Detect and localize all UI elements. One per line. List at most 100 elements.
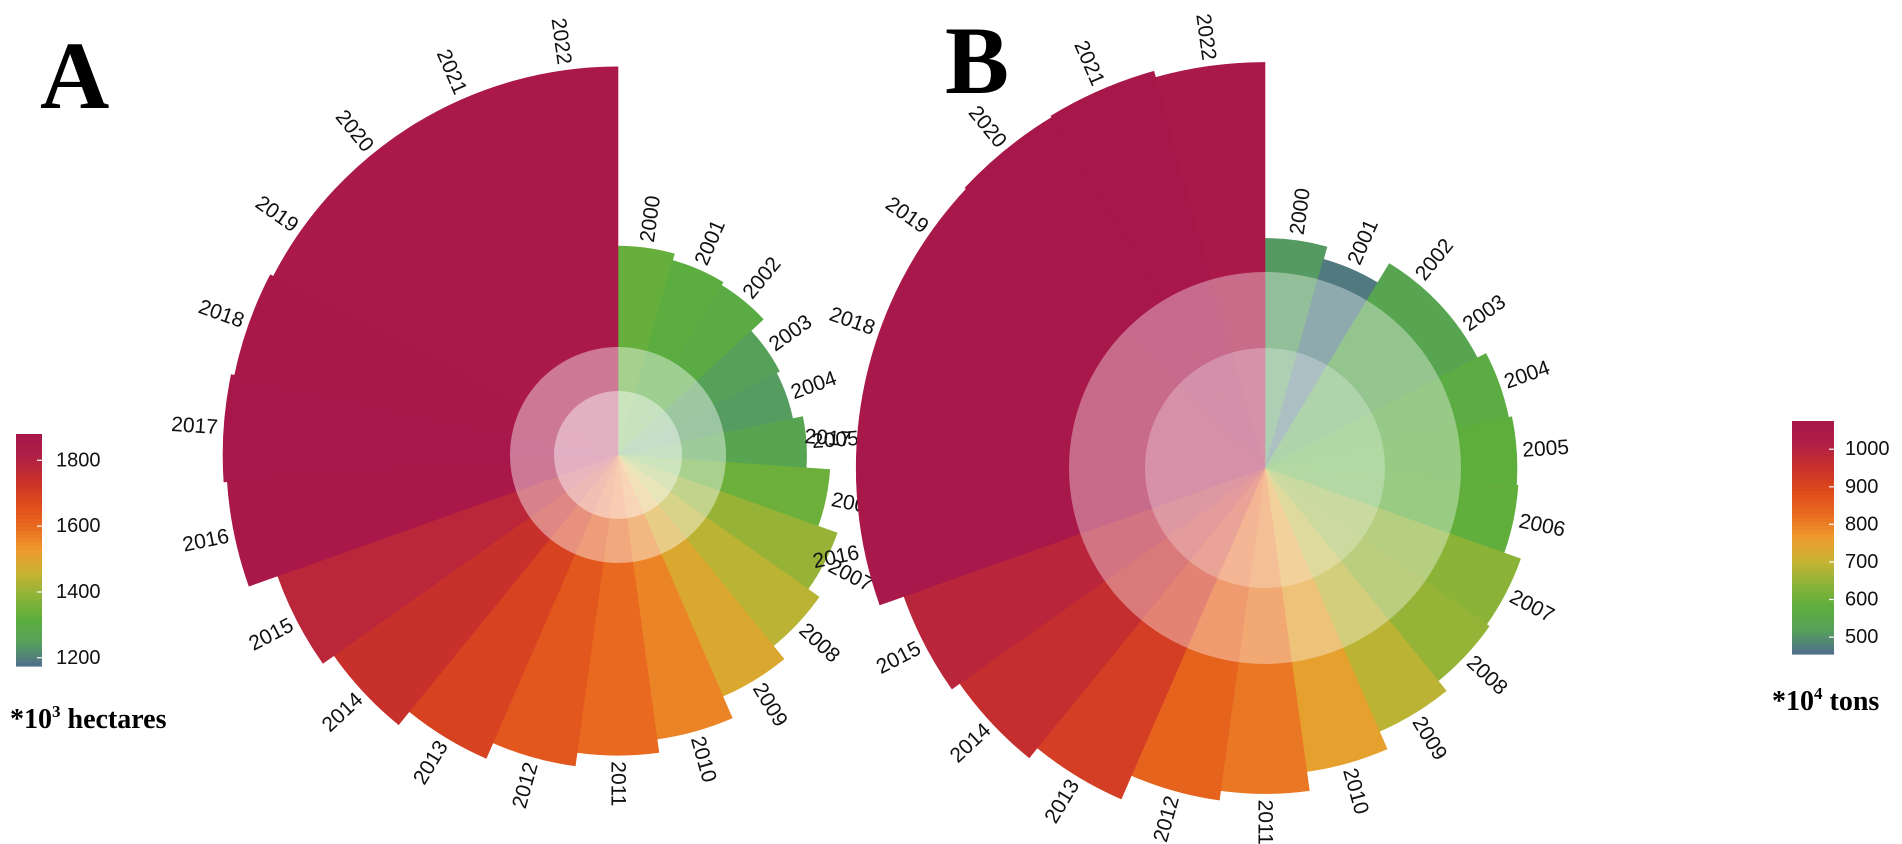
year-label-2016: 2016 [181,525,231,557]
colorbar-segment [16,577,42,582]
colorbar-segment [1792,494,1834,500]
year-label-2001: 2001 [1343,216,1383,268]
colorbar-segment [16,546,42,551]
colorbar-segment [16,615,42,621]
year-label-2022: 2022 [1191,12,1220,61]
colorbar-segment [1792,483,1834,488]
bar-2001 [617,259,724,456]
colorbar-segment [1792,541,1834,546]
bar-2003 [617,330,780,456]
unit-base-a: *10 [10,704,52,735]
colorbar-segment [16,530,42,536]
colorbar-segment [1792,428,1834,434]
colorbar-segment [1792,537,1834,542]
unit-base-b: *10 [1772,686,1814,717]
colorbar-segment [1792,498,1834,504]
inner-disc-2 [1145,348,1385,588]
colorbar-segment [16,565,42,570]
colorbar-segment [1792,650,1834,655]
colorbar-segment [1792,455,1834,461]
colorbar-segment [16,608,42,613]
bar-2022 [512,66,619,456]
year-label-2005: 2005 [1522,436,1570,462]
colorbar-segment [1792,607,1834,612]
colorbar-segment [16,569,42,574]
colorbar-segment [16,519,42,524]
colorbar-segment [1792,463,1834,469]
colorbar-segment [1792,479,1834,484]
year-label-2018: 2018 [195,295,247,332]
colorbar-segment [1792,452,1834,457]
year-label-2019: 2019 [251,191,302,237]
year-label-2011: 2011 [607,761,630,806]
year-label-2008: 2008 [1462,651,1512,700]
colorbar-segment [1792,603,1834,608]
year-label-2004: 2004 [1501,356,1553,393]
colorbar-segment [1792,576,1834,581]
colorbar-segment [1792,634,1834,640]
colorbar-segment [1792,619,1834,624]
colorbar-segment [16,472,42,478]
colorbar-segment [16,584,42,590]
colorbar-segment [1792,611,1834,616]
colorbar-segment [16,522,42,528]
colorbar-tick-label: 1600 [56,515,101,537]
bar-2022 [1155,62,1266,469]
colorbar-segment [16,453,42,458]
year-label-2013: 2013 [409,737,453,789]
colorbar-segment [1792,549,1834,554]
colorbar-segment [1792,487,1834,492]
colorbar-segment [16,662,42,667]
colorbar-tick-label: 1200 [56,647,101,669]
colorbar-segment [16,604,42,609]
colorbar-segment [16,457,42,462]
year-label-2020: 2020 [331,106,378,157]
year-label-2003: 2003 [765,310,816,356]
year-label-2019: 2019 [881,192,932,238]
colorbar-segment [1792,514,1834,519]
colorbar-segment [1792,568,1834,574]
colorbar-segment [1792,564,1834,570]
year-label-2014: 2014 [318,688,368,737]
unit-rest-b: tons [1823,686,1880,717]
colorbar-segment [1792,529,1834,535]
colorbar-segment [1792,580,1834,585]
colorbar-segment [1792,599,1834,605]
year-label-2005: 2005 [811,427,859,453]
year-label-2017: 2017 [804,425,852,451]
colorbar-segment [16,650,42,655]
year-label-2010: 2010 [1338,766,1373,817]
year-label-2006: 2006 [1517,510,1567,542]
colorbar-segment [16,580,42,586]
colorbar-segment [1792,436,1834,442]
bar-2017 [222,374,619,483]
colorbar-segment [16,511,42,516]
colorbar-tick-label: 900 [1845,476,1878,498]
colorbar-segment [16,588,42,594]
colorbar-segment [1792,475,1834,480]
colorbar-tick-label: 500 [1845,626,1878,648]
colorbar-segment [16,635,42,640]
colorbar-segment [1792,533,1834,539]
colorbar-segment [16,515,42,520]
year-label-2015: 2015 [873,637,925,679]
year-label-2000: 2000 [1286,187,1315,236]
colorbar-tick-label: 700 [1845,551,1878,573]
year-label-2011: 2011 [1254,800,1277,844]
colorbar-segment [1792,560,1834,566]
colorbar-segment [16,434,42,439]
colorbar-segment [1792,467,1834,473]
colorbar-segment [1792,506,1834,511]
year-label-2010: 2010 [686,734,721,785]
colorbar-segment [16,503,42,509]
colorbar-segment [16,542,42,547]
colorbar-segment [16,573,42,578]
colorbar-segment [16,557,42,563]
colorbar-segment [1792,630,1834,636]
colorbar-segment [1792,572,1834,577]
colorbar-segment [1792,642,1834,647]
year-label-2014: 2014 [946,718,996,767]
colorbar-segment [16,642,42,648]
